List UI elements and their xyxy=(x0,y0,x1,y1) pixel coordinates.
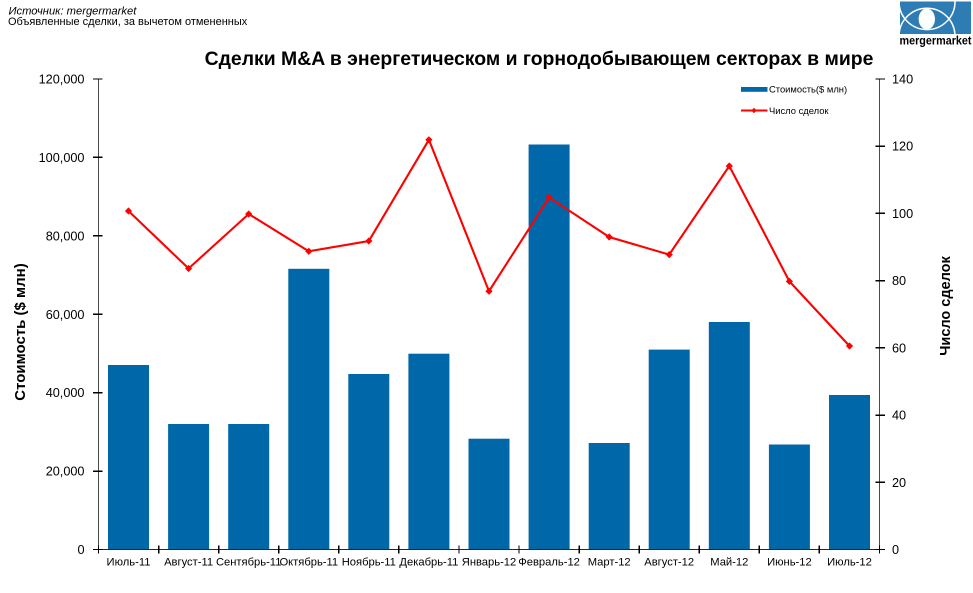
svg-text:0: 0 xyxy=(77,543,84,557)
svg-text:100: 100 xyxy=(892,207,913,221)
svg-text:100,000: 100,000 xyxy=(39,151,85,165)
svg-text:80,000: 80,000 xyxy=(46,229,85,243)
svg-text:Июнь-12: Июнь-12 xyxy=(767,556,812,568)
svg-text:Число сделок: Число сделок xyxy=(938,255,954,355)
svg-text:120,000: 120,000 xyxy=(39,73,85,87)
svg-text:Сентябрь-11: Сентябрь-11 xyxy=(216,556,281,568)
svg-text:Число сделок: Число сделок xyxy=(769,105,829,116)
svg-text:Стоимость($ млн): Стоимость($ млн) xyxy=(769,83,847,94)
svg-text:Объявленные сделки, за вычетом: Объявленные сделки, за вычетом отмененны… xyxy=(8,16,248,28)
svg-text:Источник: mergermarket: Источник: mergermarket xyxy=(9,5,138,17)
svg-text:60: 60 xyxy=(892,341,906,355)
svg-text:Июль-12: Июль-12 xyxy=(827,556,872,568)
svg-text:20,000: 20,000 xyxy=(46,465,85,479)
svg-text:Август-11: Август-11 xyxy=(164,556,213,568)
svg-text:Февраль-12: Февраль-12 xyxy=(518,556,580,568)
svg-text:Июль-11: Июль-11 xyxy=(107,556,151,568)
svg-text:0: 0 xyxy=(892,543,899,557)
svg-text:140: 140 xyxy=(892,73,913,87)
svg-text:mergermarket: mergermarket xyxy=(900,35,972,47)
svg-text:Декабрь-11: Декабрь-11 xyxy=(399,556,458,568)
svg-text:40,000: 40,000 xyxy=(46,386,85,400)
svg-text:Ноябрь-11: Ноябрь-11 xyxy=(342,556,396,568)
svg-text:Январь-12: Январь-12 xyxy=(462,556,517,568)
svg-text:Март-12: Март-12 xyxy=(588,556,631,568)
svg-text:20: 20 xyxy=(892,476,906,490)
svg-text:120: 120 xyxy=(892,140,913,154)
svg-text:80: 80 xyxy=(892,274,906,288)
svg-text:60,000: 60,000 xyxy=(46,308,85,322)
svg-text:Август-12: Август-12 xyxy=(644,556,694,568)
svg-text:Стоимость ($ млн): Стоимость ($ млн) xyxy=(12,263,29,401)
svg-text:Май-12: Май-12 xyxy=(710,556,748,568)
svg-text:40: 40 xyxy=(892,409,906,423)
svg-text:Сделки M&A в энергетическом и: Сделки M&A в энергетическом и горнодобыв… xyxy=(205,48,874,70)
svg-text:Октябрь-11: Октябрь-11 xyxy=(279,556,338,568)
